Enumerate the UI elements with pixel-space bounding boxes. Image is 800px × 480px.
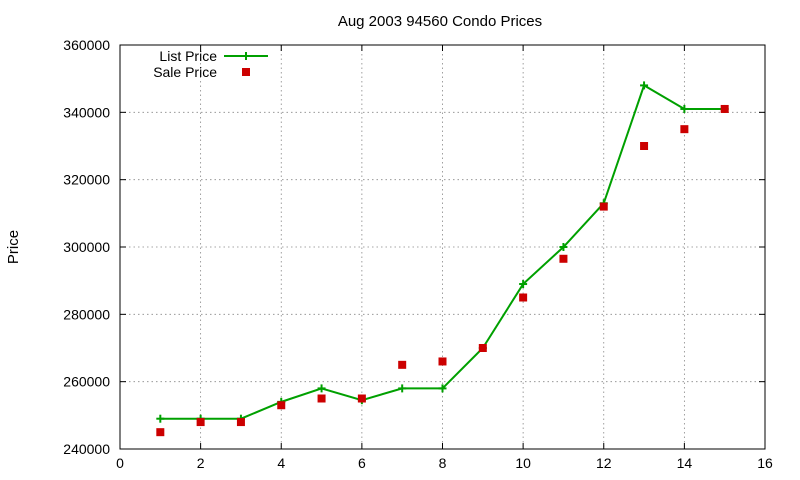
sale-price-point <box>519 293 528 302</box>
axis-ticks: 0 2 4 6 8 10 12 14 16 240000 260000 280000 300000 320… <box>63 37 773 471</box>
x-tick-label: 2 <box>197 455 205 471</box>
y-tick-label: 340000 <box>63 104 110 120</box>
sale-price-point <box>317 394 326 403</box>
y-tick-label: 300000 <box>63 239 110 255</box>
list-price-point <box>317 384 326 393</box>
sale-price-point <box>277 401 286 410</box>
list-price-point <box>398 384 407 393</box>
sale-price-point <box>720 104 729 113</box>
sale-price-point <box>680 125 689 134</box>
sale-price-point <box>236 418 245 427</box>
x-tick-label: 0 <box>116 455 124 471</box>
sale-price-point <box>156 428 165 437</box>
list-price-point <box>680 104 689 113</box>
x-tick-label: 10 <box>515 455 531 471</box>
legend-square-swatch <box>242 68 250 76</box>
y-tick-label: 240000 <box>63 441 110 457</box>
list-price-point <box>559 243 568 251</box>
list-price-point <box>519 280 528 289</box>
x-tick-label: 12 <box>596 455 612 471</box>
sale-price-point <box>599 202 608 211</box>
y-tick-label: 320000 <box>63 172 110 188</box>
y-axis-label: Price <box>5 230 22 264</box>
x-tick-label: 14 <box>677 455 693 471</box>
sale-price-point <box>196 418 205 427</box>
sale-price-point <box>559 254 568 263</box>
chart-title: Aug 2003 94560 Condo Prices <box>338 13 542 30</box>
y-tick-label: 360000 <box>63 37 110 53</box>
x-tick-label: 4 <box>277 455 285 471</box>
list-price-point <box>640 81 649 90</box>
y-tick-label: 280000 <box>63 306 110 322</box>
sale-price-point <box>398 360 407 369</box>
list-price-point <box>438 384 447 393</box>
legend-label: List Price <box>159 48 217 64</box>
x-tick-label: 6 <box>358 455 366 471</box>
sale-price-point <box>438 357 447 366</box>
series <box>156 81 729 437</box>
legend-label: Sale Price <box>153 64 217 80</box>
list-price-point <box>156 414 165 423</box>
sale-price-point <box>357 394 366 403</box>
series-sale-price <box>156 104 729 437</box>
legend-plus-swatch <box>242 52 250 60</box>
x-tick-label: 16 <box>757 455 773 471</box>
x-tick-label: 8 <box>439 455 447 471</box>
sale-price-point <box>640 142 649 150</box>
y-tick-label: 260000 <box>63 374 110 390</box>
sale-price-point <box>478 344 487 352</box>
